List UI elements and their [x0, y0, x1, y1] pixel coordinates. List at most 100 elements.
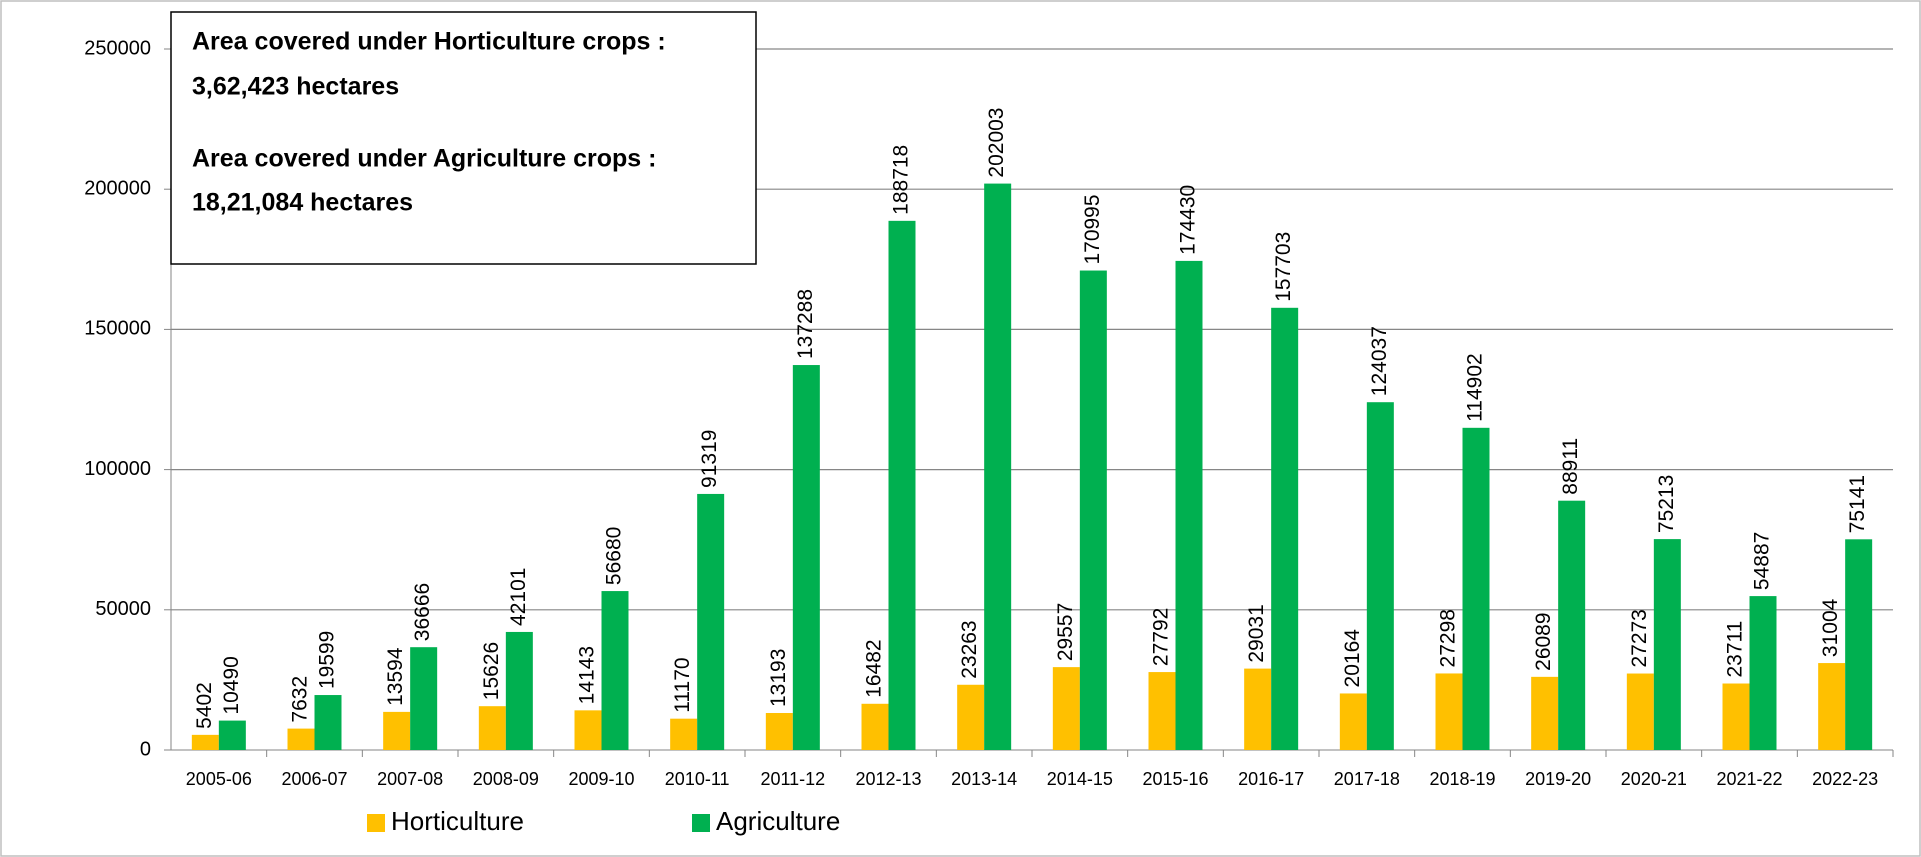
y-tick-label: 250000: [84, 37, 151, 59]
bar: [287, 728, 315, 750]
bar: [478, 706, 506, 750]
value-label: 15626: [480, 642, 503, 700]
bar: [601, 591, 629, 750]
bar: [888, 220, 916, 751]
x-tick-label: 2009-10: [568, 769, 634, 789]
legend-label: Agriculture: [716, 806, 840, 836]
bar: [1366, 402, 1394, 750]
value-label: 29557: [1054, 603, 1077, 661]
bar: [1079, 270, 1107, 750]
value-label: 91319: [698, 430, 721, 488]
value-label: 19599: [316, 631, 339, 689]
x-tick-label: 2013-14: [951, 769, 1017, 789]
value-label: 137288: [794, 289, 817, 359]
value-label: 16482: [863, 639, 886, 697]
bar: [1148, 672, 1176, 750]
bar: [410, 647, 438, 750]
value-label: 11170: [671, 657, 694, 712]
bar: [1531, 676, 1559, 750]
bar: [1052, 667, 1080, 750]
value-label: 26089: [1532, 612, 1555, 670]
y-tick-label: 150000: [84, 318, 151, 340]
legend-swatch: [692, 814, 710, 832]
bar: [1558, 500, 1586, 750]
x-tick-label: 2017-18: [1334, 769, 1400, 789]
legend-label: Horticulture: [391, 806, 524, 836]
bar: [1749, 596, 1777, 750]
bar: [1818, 663, 1846, 750]
bar: [1435, 673, 1463, 750]
x-tick-label: 2012-13: [855, 769, 921, 789]
x-tick-label: 2016-17: [1238, 769, 1304, 789]
value-label: 88911: [1559, 438, 1582, 495]
value-label: 188718: [890, 145, 913, 215]
annotation-text: Area covered under Horticulture crops :: [192, 28, 666, 56]
annotation-text: Area covered under Agriculture crops :: [192, 145, 656, 173]
value-label: 13594: [384, 647, 407, 706]
value-label: 7632: [289, 676, 312, 723]
bar: [670, 718, 698, 750]
value-label: 170995: [1081, 194, 1104, 264]
x-tick-label: 2019-20: [1525, 769, 1591, 789]
value-label: 13193: [767, 649, 790, 707]
value-label: 202003: [985, 108, 1008, 178]
bar: [765, 713, 793, 750]
annotation-text: 3,62,423 hectares: [192, 73, 399, 101]
value-label: 75141: [1846, 475, 1869, 533]
value-label: 14143: [576, 646, 599, 704]
x-tick-label: 2011-12: [760, 769, 825, 789]
bar: [1845, 539, 1873, 750]
value-label: 27273: [1628, 609, 1651, 667]
bar: [861, 703, 889, 750]
x-tick-label: 2008-09: [473, 769, 539, 789]
bar: [383, 711, 411, 750]
value-label: 174430: [1177, 185, 1200, 255]
bar: [697, 493, 725, 750]
bar: [1722, 683, 1750, 750]
bar: [792, 365, 820, 750]
x-tick-label: 2021-22: [1716, 769, 1782, 789]
value-label: 23263: [958, 620, 981, 678]
bar: [1626, 673, 1654, 750]
y-tick-label: 200000: [84, 177, 151, 199]
bar: [1244, 668, 1272, 750]
bar: [1462, 427, 1490, 750]
y-tick-label: 100000: [84, 458, 151, 480]
value-label: 10490: [220, 656, 243, 714]
y-tick-label: 50000: [95, 598, 151, 620]
value-label: 27298: [1437, 609, 1460, 667]
value-label: 29031: [1245, 604, 1268, 662]
x-tick-label: 2015-16: [1142, 769, 1208, 789]
value-label: 75213: [1655, 475, 1678, 533]
annotation-text: 18,21,084 hectares: [192, 189, 413, 217]
x-tick-label: 2020-21: [1621, 769, 1687, 789]
value-label: 124037: [1368, 326, 1391, 396]
bar: [1271, 307, 1299, 750]
value-label: 42101: [507, 568, 530, 626]
value-label: 114902: [1464, 353, 1487, 422]
value-label: 5402: [193, 682, 216, 729]
x-tick-label: 2018-19: [1429, 769, 1495, 789]
bar: [505, 631, 533, 750]
value-label: 54887: [1751, 532, 1774, 590]
x-tick-label: 2022-23: [1812, 769, 1878, 789]
bar: [957, 684, 985, 750]
value-label: 20164: [1341, 629, 1364, 688]
value-label: 56680: [603, 527, 626, 585]
bar: [574, 710, 602, 750]
y-tick-label: 0: [140, 738, 151, 760]
x-tick-label: 2006-07: [281, 769, 347, 789]
legend-swatch: [367, 814, 385, 832]
bar: [314, 695, 342, 750]
x-tick-label: 2005-06: [186, 769, 252, 789]
value-label: 31004: [1819, 598, 1842, 657]
bar: [1339, 693, 1367, 750]
bar: [1653, 539, 1681, 750]
bar: [218, 720, 246, 750]
value-label: 157703: [1272, 232, 1295, 302]
bar: [984, 183, 1012, 750]
x-tick-label: 2014-15: [1047, 769, 1113, 789]
bar: [191, 734, 219, 750]
value-label: 23711: [1724, 621, 1747, 678]
